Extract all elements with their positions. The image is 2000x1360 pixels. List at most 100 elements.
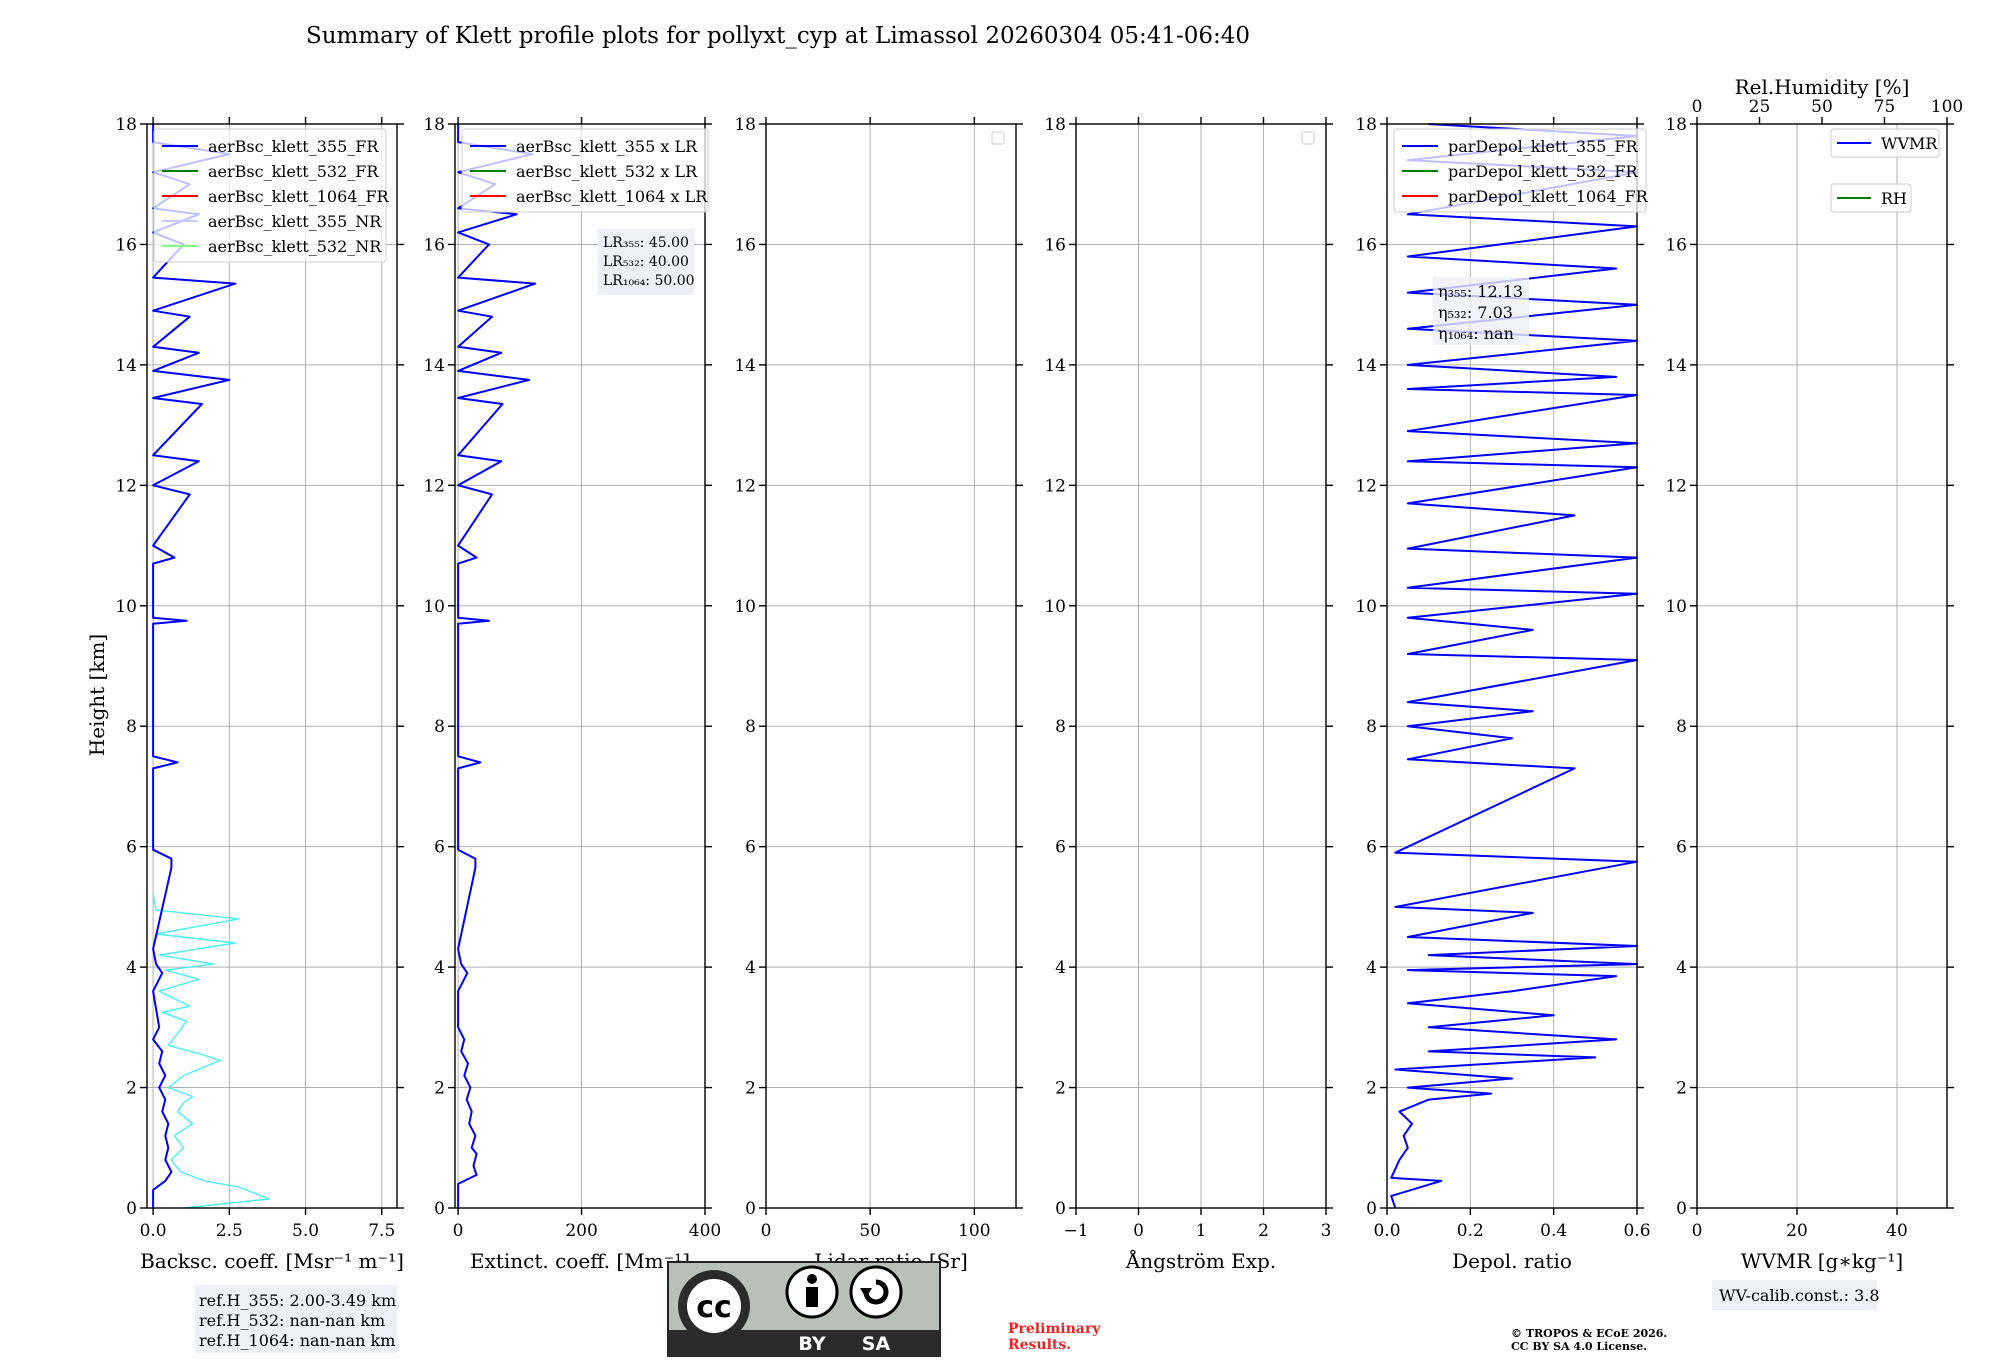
y-tick-label: 2 bbox=[1055, 1079, 1066, 1099]
y-tick-label: 8 bbox=[1366, 717, 1377, 737]
legend-label: aerBsc_klett_532_FR bbox=[208, 162, 379, 181]
y-tick-label: 2 bbox=[1676, 1079, 1687, 1099]
y-tick-label: 18 bbox=[1665, 115, 1687, 135]
y-tick-label: 8 bbox=[434, 717, 445, 737]
y-tick-label: 0 bbox=[1055, 1199, 1066, 1219]
preliminary-line-1: Preliminary bbox=[1008, 1321, 1101, 1337]
top-x-tick-label: 100 bbox=[1931, 97, 1963, 117]
empty-legend bbox=[991, 131, 1005, 145]
eta-text: η₁₀₆₄: nan bbox=[1438, 324, 1514, 343]
ref-height-text: ref.H_532: nan-nan km bbox=[199, 1311, 385, 1330]
y-tick-label: 6 bbox=[745, 838, 756, 858]
lidar-ratio-text: LR₁₀₆₄: 50.00 bbox=[603, 273, 695, 289]
x-tick-label: 100 bbox=[958, 1221, 990, 1241]
legend-box bbox=[1393, 128, 1647, 213]
legend-label: parDepol_klett_1064_FR bbox=[1448, 187, 1649, 206]
cc-license-badge[interactable]: cc BY SA bbox=[667, 1261, 941, 1357]
ref-height-text: ref.H_1064: nan-nan km bbox=[199, 1331, 395, 1350]
legend-box bbox=[1830, 128, 1940, 158]
y-tick-label: 2 bbox=[1366, 1079, 1377, 1099]
x-tick-label: 0.2 bbox=[1457, 1221, 1484, 1241]
top-x-tick-label: 50 bbox=[1811, 97, 1833, 117]
y-tick-label: 12 bbox=[734, 476, 756, 496]
y-tick-label: 12 bbox=[1044, 476, 1066, 496]
y-tick-label: 6 bbox=[1055, 838, 1066, 858]
x-tick-label: 200 bbox=[565, 1221, 597, 1241]
legend-backscatter: aerBsc_klett_355_FR aerBsc_klett_532_FRae… bbox=[153, 128, 390, 263]
x-tick-label: 2.5 bbox=[216, 1221, 243, 1241]
copyright-line-2: CC BY SA 4.0 License. bbox=[1511, 1340, 1647, 1353]
y-tick-label: 4 bbox=[745, 958, 756, 978]
series-line-aerBsc_klett_355 x LR bbox=[457, 124, 537, 1208]
y-tick-label: 16 bbox=[734, 235, 756, 255]
legend-label: parDepol_klett_532_FR bbox=[1448, 162, 1639, 181]
y-tick-label: 10 bbox=[1355, 597, 1377, 617]
x-tick-label: 2 bbox=[1258, 1221, 1269, 1241]
y-tick-label: 8 bbox=[1676, 717, 1687, 737]
y-tick-label: 16 bbox=[1355, 235, 1377, 255]
axes-frame bbox=[454, 123, 706, 1209]
y-tick-label: 10 bbox=[734, 597, 756, 617]
legend-label: aerBsc_klett_355_FR bbox=[208, 137, 379, 156]
empty-legend bbox=[1301, 131, 1315, 145]
legend-label: aerBsc_klett_1064_FR bbox=[208, 187, 390, 206]
svg-text:cc: cc bbox=[696, 1290, 732, 1325]
lidar-ratio-box bbox=[598, 229, 694, 295]
y-tick-label: 18 bbox=[1355, 115, 1377, 135]
legend-box bbox=[461, 128, 709, 213]
x-tick-label: 50 bbox=[859, 1221, 881, 1241]
y-tick-label: 0 bbox=[745, 1199, 756, 1219]
y-tick-label: 0 bbox=[126, 1199, 137, 1219]
y-tick-label: 2 bbox=[745, 1079, 756, 1099]
x-tick-label: 0 bbox=[761, 1221, 772, 1241]
x-tick-label: 0.6 bbox=[1623, 1221, 1650, 1241]
preliminary-line-2: Results. bbox=[1008, 1337, 1071, 1353]
panel-lidar-ratio: 024681012141618050100Lidar ratio [Sr] bbox=[734, 115, 1023, 1273]
legend-label: aerBsc_klett_532 x LR bbox=[516, 162, 698, 181]
legend-RH: RH bbox=[1830, 183, 1912, 213]
legend-label: aerBsc_klett_532_NR bbox=[208, 237, 382, 256]
y-tick-label: 16 bbox=[115, 235, 137, 255]
y-tick-label: 8 bbox=[745, 717, 756, 737]
y-tick-label: 0 bbox=[434, 1199, 445, 1219]
y-tick-label: 8 bbox=[126, 717, 137, 737]
y-tick-label: 10 bbox=[115, 597, 137, 617]
copyright-line-1: © TROPOS & ECoE 2026. bbox=[1511, 1327, 1667, 1340]
legend-label: aerBsc_klett_1064 x LR bbox=[516, 187, 708, 206]
x-tick-label: 5.0 bbox=[292, 1221, 319, 1241]
y-tick-label: 0 bbox=[1676, 1199, 1687, 1219]
y-tick-label: 10 bbox=[423, 597, 445, 617]
legend-label: aerBsc_klett_355 x LR bbox=[516, 137, 698, 156]
axes-frame bbox=[1696, 123, 1948, 1209]
panel-backscatter: 0 2 4 6 8 10 12 14 16 18 0.0 2.5 5.0 7.5 Backsc. coeff… bbox=[115, 115, 404, 1353]
x-tick-label: 0 bbox=[453, 1221, 464, 1241]
y-tick-label: 6 bbox=[1676, 838, 1687, 858]
badge-sa-label: SA bbox=[862, 1333, 891, 1355]
axes-frame bbox=[765, 123, 1017, 1209]
y-tick-label: 4 bbox=[434, 958, 445, 978]
y-tick-label: 18 bbox=[1044, 115, 1066, 135]
y-tick-label: 18 bbox=[115, 115, 137, 135]
y-tick-label: 8 bbox=[1055, 717, 1066, 737]
x-tick-label: 0 bbox=[1692, 1221, 1703, 1241]
top-x-tick-label: 75 bbox=[1874, 97, 1896, 117]
y-tick-label: 4 bbox=[1676, 958, 1687, 978]
legend-label: aerBsc_klett_355_NR bbox=[208, 212, 382, 231]
x-axis-label: Ångström Exp. bbox=[1125, 1248, 1276, 1273]
y-tick-label: 18 bbox=[734, 115, 756, 135]
ref-height-text: ref.H_355: 2.00-3.49 km bbox=[199, 1291, 396, 1310]
y-tick-label: 16 bbox=[1044, 235, 1066, 255]
y-tick-label: 14 bbox=[1044, 356, 1066, 376]
x-tick-label: 7.5 bbox=[368, 1221, 395, 1241]
y-tick-label: 14 bbox=[423, 356, 445, 376]
legend-label: RH bbox=[1881, 189, 1907, 208]
y-tick-label: 14 bbox=[1665, 356, 1687, 376]
eta-box bbox=[1433, 277, 1529, 345]
top-x-tick-label: 0 bbox=[1692, 97, 1703, 117]
y-tick-label: 4 bbox=[126, 958, 137, 978]
x-tick-label: 0.0 bbox=[140, 1221, 167, 1241]
x-axis-label: WVMR [g∗kg⁻¹] bbox=[1741, 1249, 1903, 1273]
